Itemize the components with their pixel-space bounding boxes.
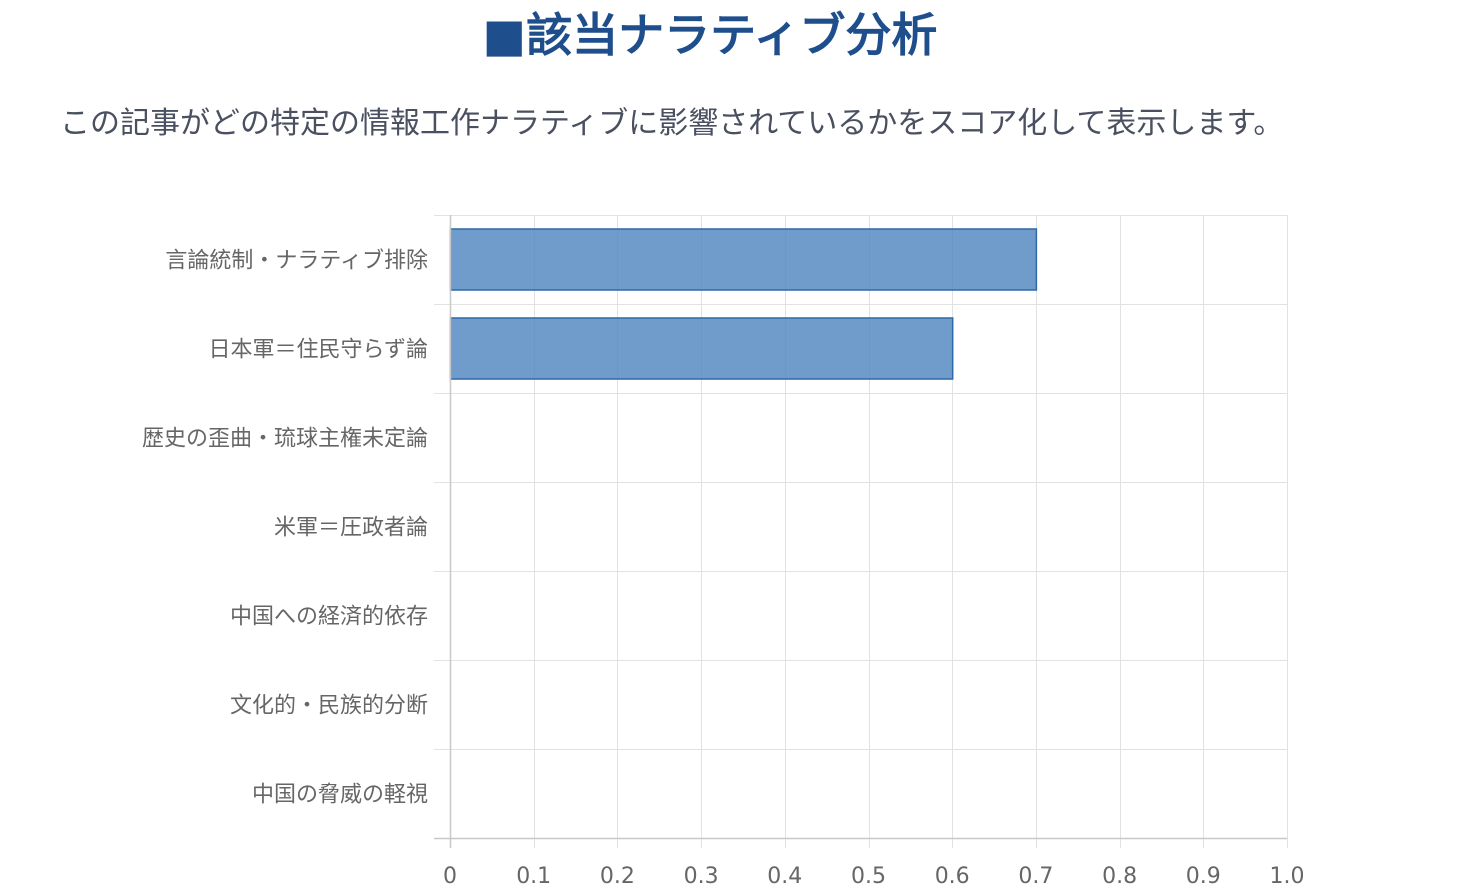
x-tick-label: 0.6 [935,864,970,889]
y-category-label: 文化的・民族的分断 [230,694,428,719]
page-title: ■該当ナラティブ分析 [482,8,938,62]
x-tick-label: 1.0 [1270,864,1305,889]
y-category-label: 歴史の歪曲・琉球主権未定論 [142,427,428,452]
y-category-label: 米軍＝圧政者論 [274,516,428,541]
x-tick-label: 0 [443,864,457,889]
x-tick-label: 0.5 [851,864,886,889]
y-category-label: 中国の脅威の軽視 [252,783,428,808]
page-description: この記事がどの特定の情報工作ナラティブに影響されているかをスコア化して表示します… [60,106,1284,141]
chart-bars [449,228,1038,380]
x-tick-label: 0.3 [684,864,719,889]
x-tick-label: 0.9 [1186,864,1221,889]
y-category-label: 言論統制・ナラティブ排除 [165,249,428,274]
bar [449,228,1038,291]
chart-axes [434,215,1287,848]
x-tick-label: 0.2 [600,864,635,889]
x-tick-label: 0.7 [1018,864,1053,889]
x-tick-label: 0.4 [767,864,802,889]
bar [449,317,954,380]
x-tick-label: 0.1 [516,864,551,889]
chart-grid [434,215,1288,848]
y-category-label: 日本軍＝住民守らず論 [208,338,428,363]
y-category-label: 中国への経済的依存 [230,605,428,630]
x-tick-label: 0.8 [1102,864,1137,889]
chart-labels: 0 0.1 0.2 0.3 0.4 0.5 0.6 0.7 0.8 0.9 1.0 言論統制・ナラティ… [142,249,1305,890]
